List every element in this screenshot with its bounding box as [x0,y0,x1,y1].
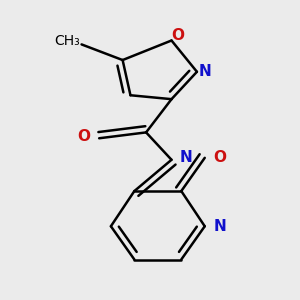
Text: CH₃: CH₃ [54,34,80,48]
Text: O: O [171,28,184,43]
Text: N: N [213,219,226,234]
Text: N: N [180,150,193,165]
Text: O: O [213,150,226,165]
Text: O: O [78,129,91,144]
Text: N: N [198,64,211,79]
